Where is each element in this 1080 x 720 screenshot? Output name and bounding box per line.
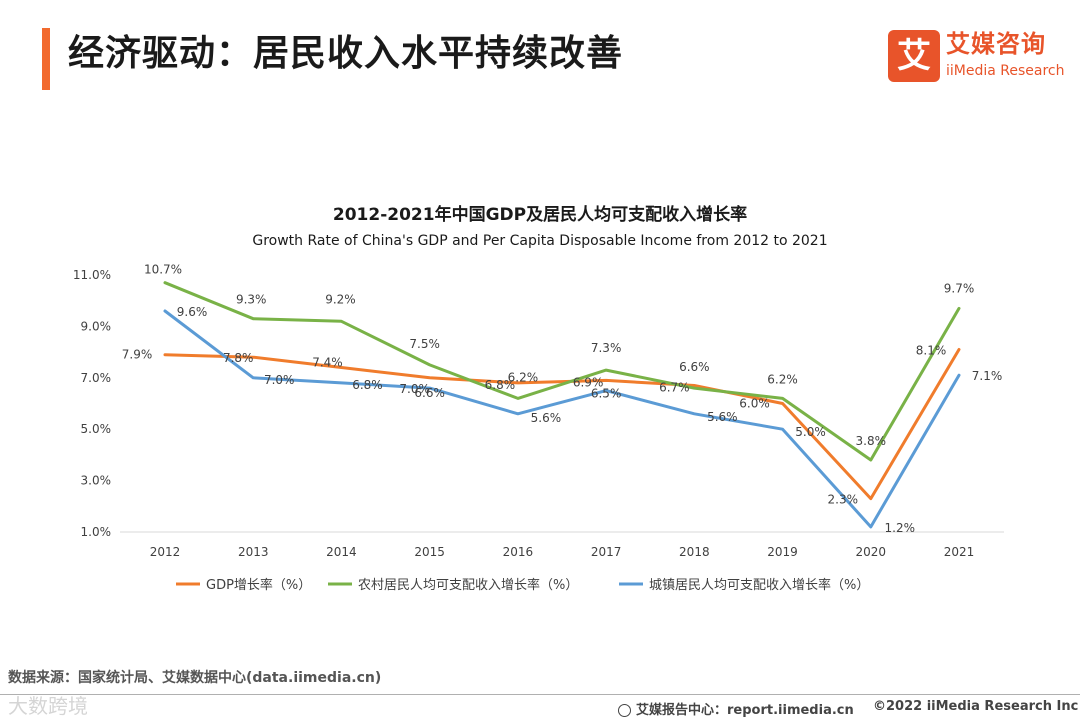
x-tick-label: 2016	[503, 545, 534, 559]
data-label: 9.2%	[325, 292, 356, 306]
series-line-1	[163, 281, 961, 462]
x-tick-label: 2013	[238, 545, 269, 559]
data-label: 5.0%	[795, 425, 826, 439]
data-label: 9.6%	[177, 305, 208, 319]
data-label: 6.9%	[573, 375, 604, 389]
data-label: 7.9%	[122, 348, 153, 362]
data-label: 9.7%	[944, 281, 975, 295]
x-tick-label: 2017	[591, 545, 622, 559]
x-tick-label: 2018	[679, 545, 710, 559]
logo-mark-icon: 艾	[888, 30, 940, 82]
data-label: 6.6%	[414, 386, 445, 400]
data-label: 6.7%	[659, 381, 690, 395]
y-tick-label: 11.0%	[73, 268, 111, 282]
globe-icon	[618, 704, 631, 717]
data-label: 7.0%	[264, 373, 295, 387]
data-label: 6.6%	[679, 360, 710, 374]
data-label: 7.5%	[409, 337, 440, 351]
data-label: 1.2%	[885, 521, 916, 535]
y-tick-label: 1.0%	[81, 525, 112, 539]
x-tick-label: 2019	[767, 545, 798, 559]
data-label: 5.6%	[707, 410, 738, 424]
data-label: 8.1%	[916, 344, 947, 358]
series-line-0	[163, 348, 961, 501]
data-label: 6.2%	[508, 370, 539, 384]
x-tick-label: 2012	[150, 545, 181, 559]
footer-divider	[0, 694, 1080, 695]
x-tick-label: 2014	[326, 545, 357, 559]
data-label: 7.8%	[223, 351, 254, 365]
data-label: 6.5%	[591, 387, 622, 401]
y-tick-label: 5.0%	[81, 422, 112, 436]
logo-cn-text: 艾媒咨询	[946, 30, 1046, 58]
watermark: 大数跨境	[8, 694, 88, 718]
x-tick-label: 2021	[944, 545, 975, 559]
y-tick-label: 9.0%	[81, 319, 112, 333]
title-accent-bar	[42, 28, 50, 90]
data-label: 5.6%	[531, 411, 562, 425]
data-source: 数据来源：国家统计局、艾媒数据中心(data.iimedia.cn)	[8, 670, 382, 686]
data-label: 7.4%	[312, 356, 343, 370]
data-label: 7.0%	[399, 382, 430, 396]
data-label: 6.8%	[485, 378, 516, 392]
data-label: 7.3%	[591, 341, 622, 355]
data-label: 9.3%	[236, 293, 267, 307]
x-tick-label: 2020	[856, 545, 887, 559]
chart-title: 2012-2021年中国GDP及居民人均可支配收入增长率	[332, 205, 748, 225]
footer-site-text: 艾媒报告中心：report.iimedia.cn	[636, 703, 854, 718]
y-tick-label: 7.0%	[81, 371, 112, 385]
data-label: 2.3%	[828, 493, 859, 507]
legend-label-1: 农村居民人均可支配收入增长率（%）	[358, 577, 578, 593]
data-label: 10.7%	[144, 263, 182, 277]
series-line-2	[163, 309, 961, 529]
iimedia-logo: 艾 艾媒咨询 iiMedia Research	[888, 30, 1065, 84]
chart-subtitle: Growth Rate of China's GDP and Per Capit…	[252, 233, 828, 249]
logo-en-text: iiMedia Research	[946, 63, 1065, 79]
legend-label-2: 城镇居民人均可支配收入增长率（%）	[649, 577, 869, 593]
data-label: 6.2%	[767, 372, 798, 386]
page-title: 经济驱动：居民收入水平持续改善	[68, 33, 624, 74]
y-tick-label: 3.0%	[81, 474, 112, 488]
data-label: 6.8%	[352, 378, 383, 392]
data-label: 6.0%	[739, 397, 770, 411]
footer-site: 艾媒报告中心：report.iimedia.cn	[618, 699, 854, 718]
data-label: 3.8%	[856, 434, 887, 448]
x-tick-label: 2015	[414, 545, 445, 559]
data-label: 7.1%	[972, 369, 1003, 383]
legend-label-0: GDP增长率（%）	[206, 577, 311, 593]
footer-copyright: ©2022 iiMedia Research Inc	[873, 699, 1079, 714]
